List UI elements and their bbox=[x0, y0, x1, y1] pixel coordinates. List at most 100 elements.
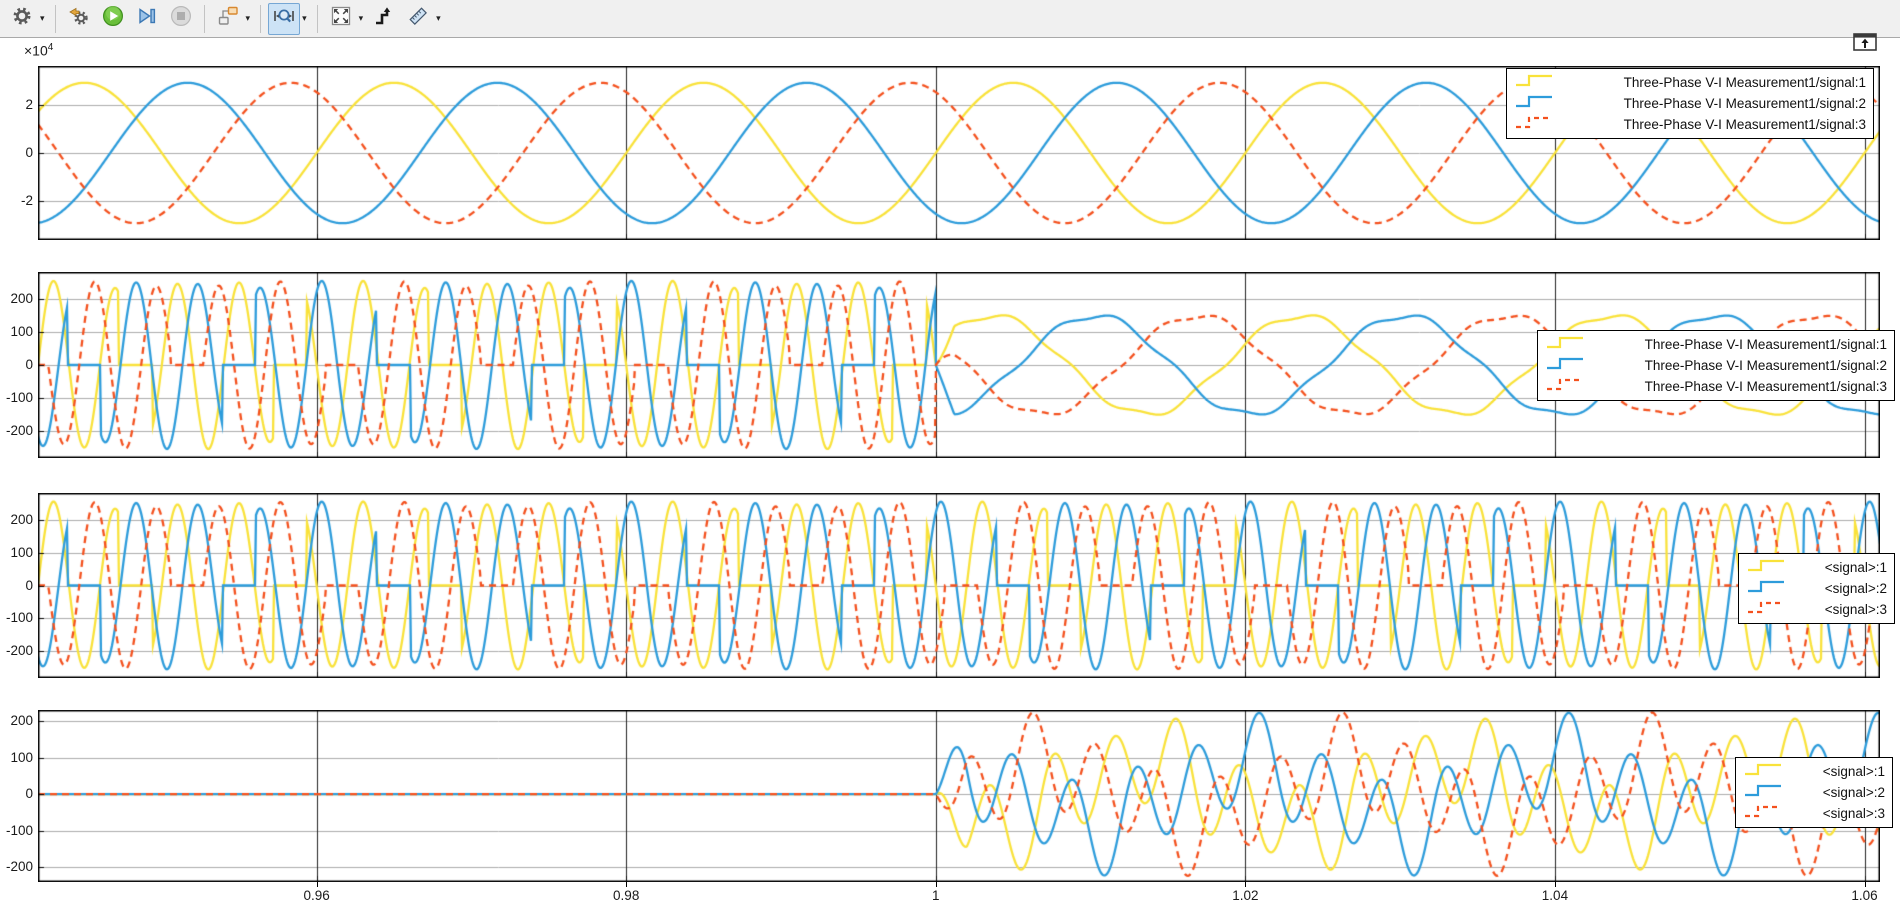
dock-scope-button[interactable] bbox=[1853, 33, 1877, 51]
zoom-button[interactable] bbox=[268, 2, 301, 35]
highlight-block-button[interactable] bbox=[63, 3, 95, 35]
legend-item: Three-Phase V-I Measurement1/signal:3 bbox=[1545, 376, 1887, 397]
measurements-button-dropdown[interactable]: ▾ bbox=[436, 13, 441, 23]
three-phase-voltage-plot-ytick-label: 2 bbox=[25, 97, 33, 113]
x-axis-tick-label: 1.06 bbox=[1851, 888, 1878, 903]
three-phase-voltage-plot-ytick-label: -2 bbox=[20, 192, 33, 208]
legend-item-label: <signal>:1 bbox=[1824, 560, 1887, 575]
legend-step-marker-icon bbox=[1746, 599, 1786, 621]
zoom-button-dropdown[interactable]: ▾ bbox=[302, 13, 307, 23]
toolbar-separator bbox=[203, 4, 205, 33]
trigger-step-icon bbox=[373, 5, 395, 32]
legend-step-marker-icon bbox=[1545, 376, 1585, 398]
signal-plot-3-ytick-label: -200 bbox=[5, 643, 33, 659]
legend-step-marker-icon bbox=[1545, 355, 1585, 377]
scope-settings-button-dropdown[interactable]: ▾ bbox=[40, 13, 45, 23]
signal-selector-button[interactable] bbox=[212, 3, 244, 35]
legend-step-marker-icon bbox=[1514, 72, 1554, 94]
x-axis-tick-mark bbox=[936, 882, 937, 887]
signal-plot-3-ytick-label: 0 bbox=[25, 577, 33, 593]
three-phase-current-plot-ytick-label: 100 bbox=[10, 324, 33, 340]
legend-item-label: Three-Phase V-I Measurement1/signal:2 bbox=[1623, 96, 1866, 111]
legend-item-label: <signal>:3 bbox=[1824, 602, 1887, 617]
signal-plot-3-legend: <signal>:1 <signal>:2 <signal>:3 bbox=[1738, 553, 1895, 624]
legend-item-label: <signal>:2 bbox=[1824, 581, 1887, 596]
legend-item: <signal>:2 bbox=[1746, 578, 1887, 599]
legend-item: <signal>:1 bbox=[1746, 557, 1887, 578]
gear-arrow-icon bbox=[68, 5, 90, 32]
legend-item-label: Three-Phase V-I Measurement1/signal:1 bbox=[1644, 337, 1887, 352]
signal-plot-3-ytick-label: 200 bbox=[10, 511, 33, 527]
ruler-icon bbox=[407, 5, 429, 32]
scope-toolbar: ▾ ▾ ▾ ▾ ▾ bbox=[0, 0, 1900, 38]
signal-plot-4-ytick-label: 200 bbox=[10, 712, 33, 728]
legend-item: Three-Phase V-I Measurement1/signal:1 bbox=[1545, 334, 1887, 355]
signal-plot-4-ytick-label: -200 bbox=[5, 859, 33, 875]
signal-plot-3-canvas[interactable] bbox=[38, 493, 1880, 678]
x-axis-tick-mark bbox=[626, 882, 627, 887]
y-axis-exponent-label: ×104 bbox=[24, 42, 54, 59]
toolbar-separator bbox=[260, 4, 262, 33]
legend-item: Three-Phase V-I Measurement1/signal:1 bbox=[1514, 72, 1866, 93]
legend-item-label: <signal>:2 bbox=[1822, 785, 1885, 800]
legend-item-label: Three-Phase V-I Measurement1/signal:2 bbox=[1644, 358, 1887, 373]
three-phase-current-plot-ytick-label: -100 bbox=[5, 389, 33, 405]
signal-selector-button-dropdown[interactable]: ▾ bbox=[245, 13, 251, 23]
legend-item: <signal>:3 bbox=[1743, 803, 1885, 824]
fit-to-view-button[interactable] bbox=[325, 3, 357, 35]
x-axis-tick-mark bbox=[317, 882, 318, 887]
x-axis-tick-label: 0.98 bbox=[613, 888, 640, 903]
legend-item: <signal>:2 bbox=[1743, 782, 1885, 803]
legend-item-label: Three-Phase V-I Measurement1/signal:3 bbox=[1623, 117, 1866, 132]
measurements-button[interactable] bbox=[402, 3, 434, 35]
signal-plot-3-ytick-label: 100 bbox=[10, 544, 33, 560]
three-phase-voltage-plot-ytick-label: 0 bbox=[25, 145, 33, 160]
legend-step-marker-icon bbox=[1545, 334, 1585, 356]
legend-step-marker-icon bbox=[1743, 761, 1783, 783]
fit-to-view-button-dropdown[interactable]: ▾ bbox=[358, 13, 364, 23]
legend-item: <signal>:1 bbox=[1743, 761, 1885, 782]
three-phase-current-plot-ytick-label: 200 bbox=[10, 291, 33, 307]
x-axis-tick-label: 0.96 bbox=[303, 888, 330, 903]
legend-item-label: Three-Phase V-I Measurement1/signal:1 bbox=[1623, 75, 1866, 90]
x-axis-tick-mark bbox=[1865, 882, 1866, 887]
signal-plot-3-ytick-label: -100 bbox=[5, 610, 33, 626]
signal-plot-4-ytick-label: 100 bbox=[10, 749, 33, 765]
three-phase-current-plot-legend: Three-Phase V-I Measurement1/signal:1 Thr… bbox=[1537, 330, 1895, 401]
signal-plot-4-ytick-label: 0 bbox=[25, 786, 33, 802]
run-button[interactable] bbox=[97, 3, 129, 35]
signal-plot-4-ytick-label: -100 bbox=[5, 822, 33, 838]
play-icon bbox=[102, 5, 124, 32]
legend-step-marker-icon bbox=[1514, 93, 1554, 115]
x-axis-tick-label: 1.04 bbox=[1541, 888, 1569, 903]
legend-item: Three-Phase V-I Measurement1/signal:2 bbox=[1514, 93, 1866, 114]
legend-step-marker-icon bbox=[1743, 803, 1783, 825]
legend-step-marker-icon bbox=[1514, 114, 1554, 136]
x-axis-tick-mark bbox=[1245, 882, 1246, 887]
x-axis-tick-mark bbox=[1555, 882, 1556, 887]
toolbar-separator bbox=[54, 4, 56, 33]
stop-icon bbox=[170, 5, 192, 32]
stop-button bbox=[165, 3, 197, 35]
x-axis-tick-label: 1.02 bbox=[1232, 888, 1259, 903]
x-axis-tick-label: 1 bbox=[932, 888, 940, 903]
zoom-xy-icon bbox=[273, 5, 295, 32]
trigger-button[interactable] bbox=[368, 3, 400, 35]
signal-plot-4-canvas[interactable] bbox=[38, 710, 1880, 882]
legend-item-label: Three-Phase V-I Measurement1/signal:3 bbox=[1644, 379, 1887, 394]
step-forward-button[interactable] bbox=[131, 3, 163, 35]
three-phase-voltage-plot-legend: Three-Phase V-I Measurement1/signal:1 Thr… bbox=[1506, 68, 1874, 139]
legend-step-marker-icon bbox=[1743, 782, 1783, 804]
legend-step-marker-icon bbox=[1746, 557, 1786, 579]
scope-settings-button[interactable] bbox=[6, 3, 38, 35]
three-phase-current-plot-ytick-label: -200 bbox=[5, 422, 33, 438]
signal-plot-4-legend: <signal>:1 <signal>:2 <signal>:3 bbox=[1735, 757, 1893, 828]
legend-item: Three-Phase V-I Measurement1/signal:2 bbox=[1545, 355, 1887, 376]
legend-item: Three-Phase V-I Measurement1/signal:3 bbox=[1514, 114, 1866, 135]
legend-item: <signal>:3 bbox=[1746, 599, 1887, 620]
step-forward-icon bbox=[136, 5, 158, 32]
gear-icon bbox=[11, 5, 33, 32]
legend-item-label: <signal>:1 bbox=[1822, 764, 1885, 779]
signal-blocks-icon bbox=[217, 5, 239, 32]
